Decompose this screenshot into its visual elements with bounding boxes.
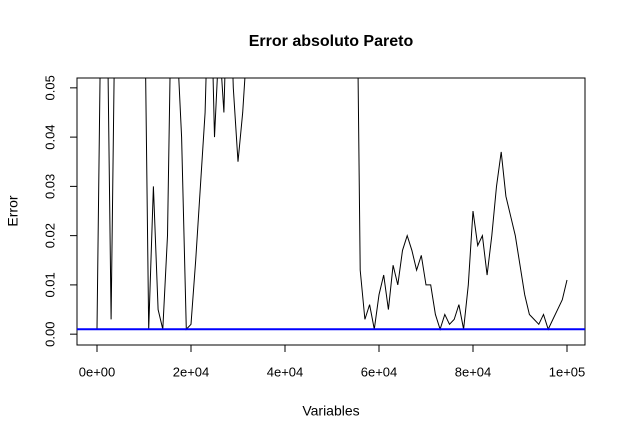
x-tick-label: 2e+04 — [173, 364, 210, 379]
y-tick-label: 0.02 — [42, 223, 57, 248]
y-tick-label: 0.04 — [42, 124, 57, 149]
x-tick-label: 4e+04 — [267, 364, 304, 379]
plot-frame — [76, 77, 586, 346]
y-tick-label: 0.00 — [42, 322, 57, 347]
x-axis-label: Variables — [302, 403, 359, 419]
y-tick-label: 0.03 — [42, 174, 57, 199]
x-tick-label: 8e+04 — [455, 364, 492, 379]
x-tick-label: 1e+05 — [549, 364, 586, 379]
x-tick-label: 0e+00 — [79, 364, 116, 379]
data-line — [96, 78, 568, 331]
y-axis-label: Error — [5, 195, 21, 226]
y-tick-label: 0.01 — [42, 272, 57, 297]
chart-title: Error absoluto Pareto — [249, 33, 414, 50]
y-tick-label: 0.05 — [42, 75, 57, 100]
x-tick-label: 6e+04 — [361, 364, 398, 379]
